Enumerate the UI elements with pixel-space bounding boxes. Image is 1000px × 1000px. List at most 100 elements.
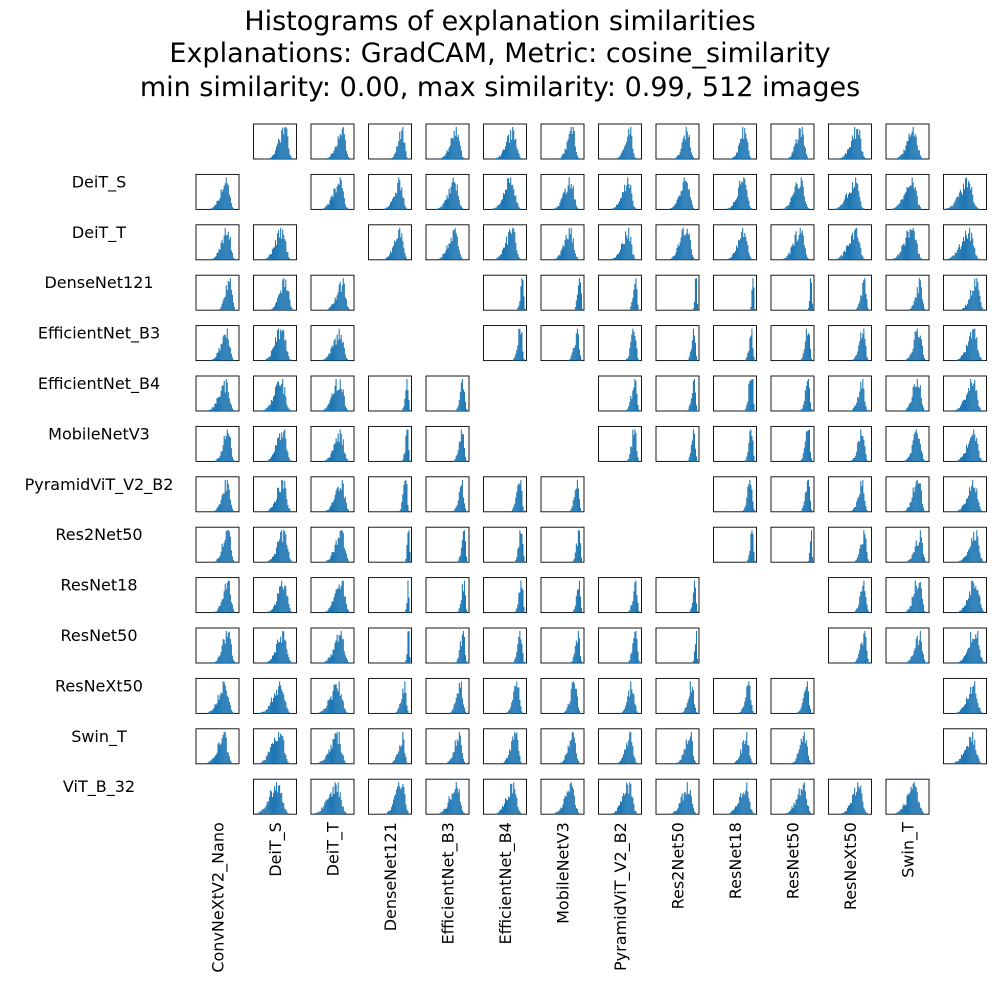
histogram-bar [402,197,404,210]
histogram-bar [225,435,227,462]
histogram-bar [267,406,269,411]
histogram-bar [464,763,466,764]
histogram-bar [915,331,917,361]
histogram-bar [859,243,861,260]
histogram-bar [970,686,972,714]
histogram-bar [750,700,752,714]
histogram-bar [946,259,948,260]
row-label: ResNeXt50 [55,676,143,695]
histogram-bar [506,141,508,159]
histogram-bar [282,279,284,311]
histogram-bar [574,345,576,361]
histogram-bar [571,242,573,260]
histogram-bar [338,538,340,563]
histogram-bar [554,813,556,815]
histogram-bar [685,127,687,159]
histogram-bar [855,506,857,512]
histogram-bar [677,197,679,210]
histogram-bar [913,230,915,260]
histogram-bar [276,782,278,815]
histogram-bar [455,127,457,159]
histogram-bar [637,457,639,462]
histogram-bar [630,341,632,361]
histogram-bar [910,786,912,815]
histogram-bar [808,300,810,311]
histogram-bar [739,712,741,714]
histogram-bar [805,798,807,815]
histogram-bar [348,611,350,613]
histogram-bar [231,655,233,663]
histogram-bar [269,508,271,512]
column-label: PyramidViT_V2_B2 [611,822,631,971]
histogram-bar [690,348,692,361]
histogram-bar [265,805,267,815]
histogram-bar [229,197,231,210]
histogram-bar [328,308,330,311]
histogram-bar [336,390,338,411]
histogram-bar [735,200,737,210]
histogram-bar [214,703,216,714]
histogram-bar [263,808,265,815]
histogram-bar [860,591,862,613]
histogram-bar [863,493,865,512]
histogram-bar [346,608,348,613]
histogram-bar [800,409,802,411]
histogram-bar [751,379,753,411]
histogram-bar [745,505,747,512]
histogram-bar [683,749,685,764]
histogram-bar [975,440,977,462]
histogram-bar [746,456,748,462]
histogram-bar [634,156,636,159]
histogram-bar [458,557,460,563]
histogram-bar [561,248,563,260]
histogram-bar [909,659,911,663]
histogram-bar [965,178,967,210]
histogram-bar [269,790,271,815]
histogram-bar [554,208,556,210]
histogram-bar [683,235,685,260]
histogram-bar [857,237,859,260]
histogram-bar [327,610,329,613]
histogram-bar [981,608,983,613]
histogram-bar [860,643,862,663]
histogram-bar [328,608,330,613]
histogram-bar [267,357,269,361]
histogram-bar [340,752,342,764]
histogram-bar [859,649,861,663]
histogram-bar [965,605,967,613]
histogram-bar [671,207,673,210]
histogram-bar [336,145,338,159]
histogram-bar [749,685,751,714]
histogram-bar [802,353,804,361]
histogram-bar [227,392,229,411]
histogram-bar [327,157,329,159]
histogram-bar [458,650,460,663]
histogram-bar [611,258,613,260]
histogram-bar [343,651,345,663]
histogram-bar [807,806,809,815]
histogram-bar [955,712,957,714]
histogram-bar [914,486,916,512]
histogram-bar [736,806,738,815]
histogram-bar [229,760,231,764]
histogram-bar [397,709,399,714]
histogram-bar [575,300,577,311]
histogram-bar [329,751,331,764]
histogram-bar [400,789,402,815]
histogram-bar [857,557,859,563]
histogram-bar [577,334,579,361]
histogram-bar [407,532,409,563]
histogram-bar [270,309,272,311]
histogram-bar [867,307,869,311]
histogram-bar [463,503,465,512]
histogram-bar [912,783,914,815]
histogram-bar [863,279,865,311]
histogram-bar [222,638,224,663]
histogram-bar [859,301,861,311]
histogram-bar [334,338,336,361]
histogram-bar [577,589,579,613]
histogram-bar [972,194,974,210]
histogram-bar [328,797,330,815]
histogram-bar [503,803,506,815]
histogram-bar [975,750,977,764]
